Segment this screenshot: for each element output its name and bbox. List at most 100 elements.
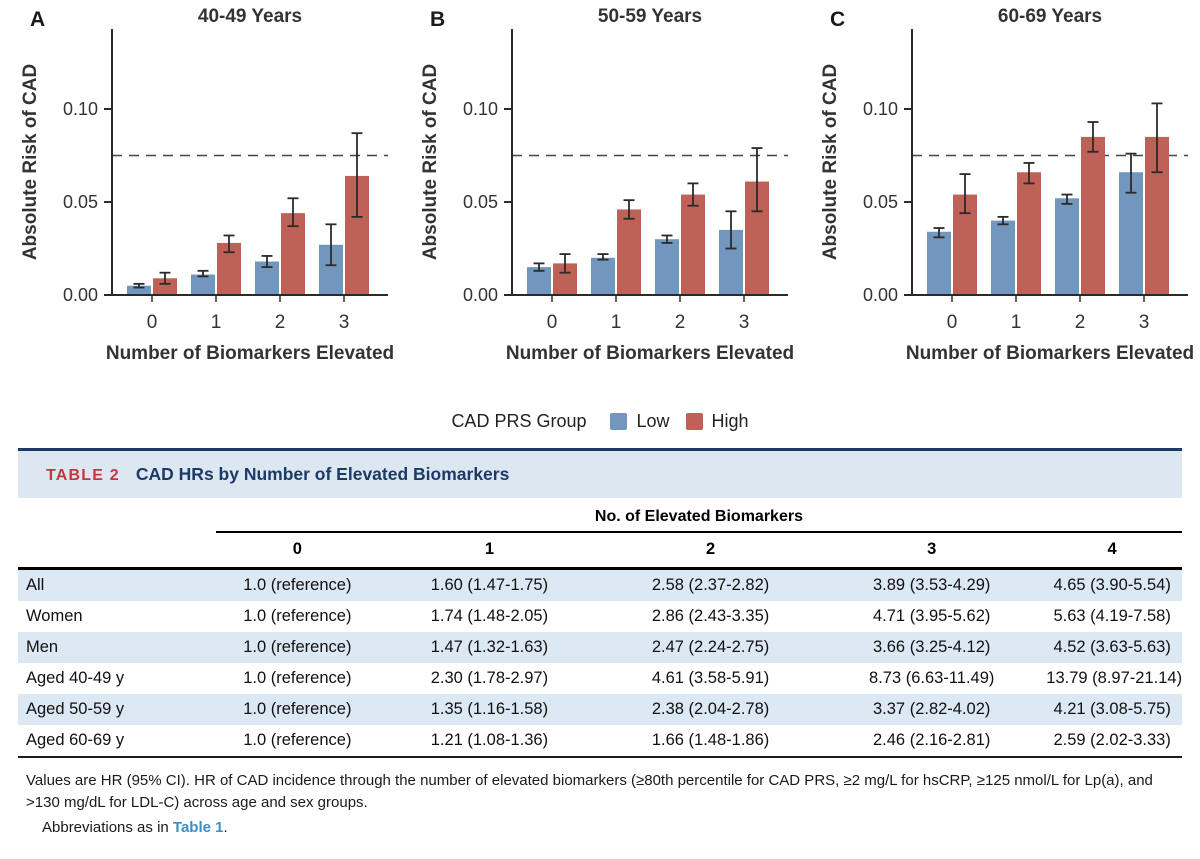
- y-tick-label: 0.05: [463, 192, 498, 212]
- y-tick-label: 0.10: [863, 99, 898, 119]
- row-label: Women: [26, 607, 83, 625]
- bar-high-1: [617, 209, 641, 295]
- bar-high-1: [1017, 172, 1041, 295]
- column-header-4: 4: [1042, 532, 1182, 570]
- hr-cell: 2.38 (2.04-2.78): [651, 700, 770, 718]
- hr-cell: 1.35 (1.16-1.58): [430, 700, 549, 718]
- row-label-header: [18, 532, 216, 570]
- hr-cell: 2.86 (2.43-3.35): [651, 607, 770, 625]
- row-label: Aged 50-59 y: [26, 700, 125, 718]
- x-tick-label: 2: [675, 312, 686, 333]
- bar-low-2: [1055, 198, 1079, 295]
- bar-chart-50-59: 50-59 Years 0 1 2 3 0.00 0.05 0.10 Number of Bio…: [420, 6, 794, 364]
- x-tick-label: 3: [739, 312, 750, 333]
- hr-cell: 1.0 (reference): [243, 700, 352, 718]
- x-tick-label: 3: [339, 312, 350, 333]
- hr-cell: 1.0 (reference): [215, 725, 379, 758]
- y-tick-label: 0.05: [63, 192, 98, 212]
- hr-cell: 2.47 (2.24-2.75): [651, 638, 770, 656]
- chart-panel-40-49: A 40-49 Years 0 1 2 3 0.00 0.05 0.10 Number of B…: [0, 0, 400, 400]
- panel-label-a: A: [30, 8, 46, 31]
- bar-low-0: [527, 267, 551, 295]
- hr-cell: 3.66 (3.25-4.12): [873, 638, 991, 656]
- column-header-0: 0: [215, 532, 379, 570]
- hr-cell: 1.0 (reference): [243, 638, 352, 656]
- table-row: All 1.0 (reference) 1.60 (1.47-1.75) 2.58 (…: [18, 568, 1182, 601]
- row-label: Aged 60-69 y: [18, 725, 216, 758]
- hr-cell: 8.73 (6.63-11.49): [869, 669, 995, 687]
- table-1-link[interactable]: Table 1: [172, 818, 224, 836]
- column-header-2: 2: [599, 532, 822, 570]
- chart-panel-50-59: B 50-59 Years 0 1 2 3 0.00 0.05 0.10 Number of B…: [400, 0, 800, 400]
- y-axis-title: Absolute Risk of CAD: [20, 64, 41, 260]
- legend-swatch-high-icon: [685, 412, 703, 430]
- hr-cell: 4.21 (3.08-5.75): [1053, 700, 1171, 718]
- table-row: Women 1.0 (reference) 1.74 (1.48-2.05) 2.86…: [18, 601, 1182, 632]
- x-axis-title: Number of Biomarkers Elevated: [506, 343, 794, 364]
- bar-chart-40-49: 40-49 Years 0 1 2 3 0.00 0.05 0.10 Number of Bio…: [20, 6, 394, 364]
- table-number-label: TABLE 2: [46, 467, 120, 484]
- chart-title: 40-49 Years: [198, 6, 302, 27]
- legend-item-high: High: [685, 411, 749, 432]
- table-footnote: Values are HR (95% CI). HR of CAD incide…: [18, 758, 1182, 838]
- x-tick-label: 1: [611, 312, 622, 333]
- hr-cell: 5.63 (4.19-7.58): [1053, 607, 1171, 625]
- hr-cell: 1.60 (1.47-1.75): [430, 576, 549, 594]
- y-tick-label: 0.05: [863, 192, 898, 212]
- bar-low-2: [655, 239, 679, 295]
- bar-chart-60-69: 60-69 Years 0 1 2 3 0.00 0.05 0.10 Number of Bio…: [820, 6, 1194, 364]
- legend-title: CAD PRS Group: [451, 410, 587, 431]
- x-tick-label: 0: [147, 312, 158, 333]
- hr-cell: 1.66 (1.48-1.86): [599, 725, 822, 758]
- y-tick-label: 0.00: [63, 285, 98, 305]
- hr-cell: 4.52 (3.63-5.63): [1053, 638, 1171, 656]
- x-tick-label: 2: [275, 312, 286, 333]
- hr-cell: 1.74 (1.48-2.05): [430, 607, 549, 625]
- hr-cell: 1.0 (reference): [243, 607, 352, 625]
- panel-label-c: C: [830, 8, 846, 31]
- table-2-card: TABLE 2 CAD HRs by Number of Elevated Bi…: [18, 448, 1182, 838]
- hr-cell: 2.30 (1.78-2.97): [430, 669, 549, 687]
- abbrev-prefix: Abbreviations as in: [42, 818, 173, 836]
- footnote-text: Values are HR (95% CI). HR of CAD incide…: [26, 772, 1153, 811]
- bar-low-1: [591, 257, 615, 295]
- column-header-3: 3: [821, 532, 1043, 570]
- y-tick-label: 0.00: [463, 285, 498, 305]
- hr-cell: 4.65 (3.90-5.54): [1053, 576, 1171, 594]
- table-row: Men 1.0 (reference) 1.47 (1.32-1.63) 2.47 (…: [18, 632, 1182, 663]
- bar-high-0: [153, 278, 177, 295]
- figure-panels: A 40-49 Years 0 1 2 3 0.00 0.05 0.10 Number of B…: [0, 0, 1200, 400]
- chart-title: 50-59 Years: [598, 6, 702, 27]
- x-axis-title: Number of Biomarkers Elevated: [106, 343, 394, 364]
- hr-cell: 2.58 (2.37-2.82): [651, 576, 770, 594]
- abbreviations-note: Abbreviations as in Table 1.: [26, 817, 1174, 839]
- x-tick-label: 0: [547, 312, 558, 333]
- table-row: Aged 40-49 y 1.0 (reference) 2.30 (1.78-2.…: [18, 663, 1182, 694]
- hr-cell: 1.21 (1.08-1.36): [378, 725, 600, 758]
- x-tick-label: 3: [1139, 312, 1150, 333]
- bar-low-0: [927, 231, 951, 295]
- row-label: Men: [26, 638, 59, 656]
- row-label: All: [26, 576, 45, 594]
- hr-cell: 2.46 (2.16-2.81): [821, 725, 1043, 758]
- hr-cell: 3.89 (3.53-4.29): [873, 576, 991, 594]
- legend-item-low: Low: [610, 411, 670, 432]
- y-tick-label: 0.00: [863, 285, 898, 305]
- hr-cell: 3.37 (2.82-4.02): [873, 700, 991, 718]
- x-tick-label: 1: [1011, 312, 1022, 333]
- chart-legend: CAD PRS Group Low High: [0, 402, 1200, 440]
- bar-low-0: [127, 285, 151, 295]
- hr-cell: 2.59 (2.02-3.33): [1042, 725, 1182, 758]
- x-tick-label: 2: [1075, 312, 1086, 333]
- y-axis-title: Absolute Risk of CAD: [420, 64, 441, 260]
- chart-panel-60-69: C 60-69 Years 0 1 2 3 0.00 0.05 0.10 Number of B…: [800, 0, 1200, 400]
- column-group-header: No. of Elevated Biomarkers: [215, 498, 1182, 533]
- hr-cell: 4.71 (3.95-5.62): [873, 607, 991, 625]
- table-row: Aged 50-59 y 1.0 (reference) 1.35 (1.16-1.…: [18, 694, 1182, 725]
- bar-high-2: [681, 194, 705, 295]
- x-tick-label: 1: [211, 312, 222, 333]
- y-tick-label: 0.10: [463, 99, 498, 119]
